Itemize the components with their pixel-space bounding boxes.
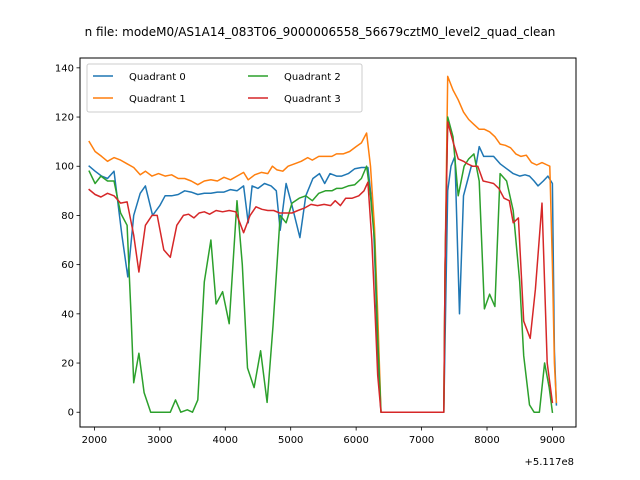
series-line-quadrant-3 [88,121,554,413]
y-tick-label: 120 [55,113,74,124]
x-tick-label: 9000 [540,435,565,446]
legend-label-quadrant-1: Quadrant 1 [129,94,186,105]
y-tick-label: 0 [68,408,74,419]
x-tick-label: 5000 [278,435,303,446]
y-tick-label: 140 [55,63,74,74]
legend-label-quadrant-3: Quadrant 3 [284,94,341,105]
y-tick-label: 40 [61,309,74,320]
plot-area [79,57,577,428]
series-line-quadrant-2 [88,116,554,414]
y-tick-label: 100 [55,162,74,173]
legend-label-quadrant-0: Quadrant 0 [129,72,186,83]
x-tick-label: 2000 [82,435,107,446]
series-line-quadrant-1 [88,75,558,413]
legend: Quadrant 0 Quadrant 1 Quadrant 2 Quadrant 3 [86,63,363,113]
series-line-quadrant-0 [88,145,558,413]
x-tick-label: 7000 [409,435,434,446]
y-tick-label: 20 [61,359,74,370]
y-tick-label: 60 [61,260,74,271]
x-tick-label: 6000 [343,435,368,446]
chart-title: n file: modeM0/AS1A14_083T06_9000006558_… [85,25,556,39]
x-tick-label: 4000 [213,435,238,446]
legend-box [86,63,363,113]
axis-layer: 2000 3000 4000 5000 6000 7000 8000 9000 0 20 40 60 8… [55,63,565,446]
y-tick-label: 80 [61,211,74,222]
x-tick-label: 3000 [147,435,172,446]
legend-label-quadrant-2: Quadrant 2 [284,72,341,83]
x-axis-offset-label: +5.117e8 [524,457,574,468]
series-layer [88,75,558,414]
x-tick-label: 8000 [474,435,499,446]
